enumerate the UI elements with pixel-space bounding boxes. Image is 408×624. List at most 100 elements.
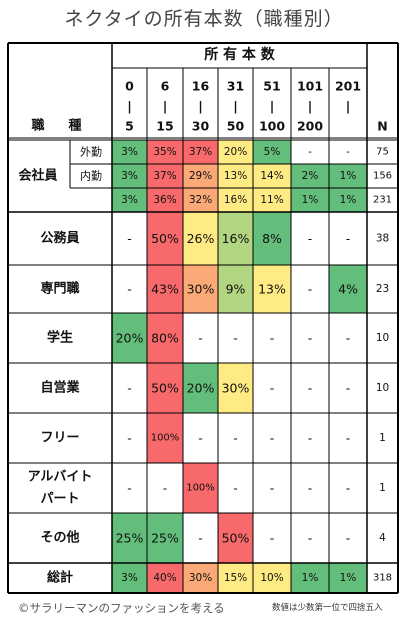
cell-value: 100%: [151, 433, 180, 444]
n-value: 1: [379, 432, 386, 444]
cell-fill: [253, 188, 291, 212]
credit-text: ©サラリーマンのファッションを考える: [18, 601, 225, 615]
bin-sep-label: |: [163, 99, 168, 114]
cell-fill: [218, 212, 253, 265]
cell-fill: [183, 563, 218, 593]
cell-value: 1%: [340, 170, 357, 182]
cell-fill: [253, 212, 291, 265]
cell-value: 11%: [260, 194, 283, 206]
cell-value: 16%: [224, 194, 247, 206]
n-value: 4: [379, 532, 386, 544]
bin-sep-label: |: [127, 99, 132, 114]
cell-value: -: [346, 381, 351, 396]
bin-end-label: 200: [297, 119, 323, 134]
cell-value: -: [308, 231, 313, 246]
group-header: 所 有 本 数: [204, 46, 276, 63]
cell-value: -: [127, 381, 132, 396]
cell-value: 4%: [338, 282, 358, 297]
chart-title: ネクタイの所有本数（職種別）: [64, 8, 344, 30]
cell-fill: [329, 563, 367, 593]
cell-value: -: [308, 282, 313, 297]
cell-value: -: [127, 231, 132, 246]
cell-value: 50%: [151, 231, 179, 246]
cell-value: 1%: [340, 194, 357, 206]
n-value: 10: [376, 332, 389, 344]
cell-value: 30%: [187, 282, 215, 297]
cell-fill: [218, 513, 253, 563]
cell-value: -: [346, 431, 351, 446]
cell-value: 80%: [151, 331, 179, 346]
cell-value: 40%: [153, 572, 176, 584]
row-label: 公務員: [40, 230, 79, 246]
cell-value: 2%: [302, 170, 319, 182]
cell-fill: [147, 188, 183, 212]
cell-value: 25%: [151, 531, 179, 546]
cell-value: 10%: [260, 572, 283, 584]
cell-fill: [147, 313, 183, 363]
cell-value: -: [346, 531, 351, 546]
row-sublabel: 外勤: [80, 146, 102, 159]
cell-fill: [147, 265, 183, 313]
cell-value: -: [308, 481, 313, 496]
cell-value: -: [308, 146, 312, 158]
cell-value: 37%: [153, 170, 176, 182]
cell-value: -: [233, 431, 238, 446]
cell-fill: [253, 164, 291, 188]
bin-sep-label: |: [198, 99, 203, 114]
cell-value: 16%: [222, 231, 250, 246]
cell-fill: [112, 140, 147, 164]
cell-fill: [112, 313, 147, 363]
cell-fill: [147, 563, 183, 593]
cell-value: 13%: [224, 170, 247, 182]
cell-value: 14%: [260, 170, 283, 182]
row-sublabel: 内勤: [80, 169, 102, 183]
cell-value: 3%: [121, 194, 138, 206]
cell-fill: [112, 188, 147, 212]
cell-value: 8%: [262, 231, 282, 246]
cell-fill: [329, 265, 367, 313]
cell-fill: [183, 363, 218, 413]
cell-fill: [253, 265, 291, 313]
bin-end-label: 15: [156, 119, 173, 134]
cell-fill: [218, 140, 253, 164]
cell-fill: [218, 164, 253, 188]
cell-value: 15%: [224, 572, 247, 584]
cell-value: -: [127, 282, 132, 297]
cell-fill: [329, 188, 367, 212]
cell-value: -: [346, 331, 351, 346]
cell-value: -: [346, 481, 351, 496]
cell-value: 37%: [189, 146, 212, 158]
cell-fill: [218, 563, 253, 593]
bin-sep-label: |: [308, 99, 313, 114]
cell-value: 32%: [189, 194, 212, 206]
bin-start-label: 16: [192, 79, 210, 94]
cell-value: -: [270, 331, 275, 346]
cell-fill: [253, 563, 291, 593]
cell-fill: [291, 164, 329, 188]
cell-fill: [218, 265, 253, 313]
bin-sep-label: |: [233, 99, 238, 114]
cell-value: 100%: [186, 483, 215, 494]
cell-value: 9%: [226, 282, 246, 297]
cell-value: -: [198, 431, 203, 446]
cell-fill: [218, 188, 253, 212]
n-value: 10: [376, 382, 389, 394]
n-value: 38: [376, 233, 389, 245]
bin-end-label: 100: [259, 119, 285, 134]
cell-value: -: [270, 481, 275, 496]
cell-value: -: [270, 381, 275, 396]
bin-start-label: 51: [263, 79, 280, 94]
cell-value: -: [346, 231, 351, 246]
cell-value: 20%: [116, 331, 144, 346]
cell-value: -: [127, 481, 132, 496]
cell-fill: [112, 563, 147, 593]
cell-value: 1%: [340, 572, 357, 584]
cell-fill: [147, 212, 183, 265]
cell-value: -: [233, 481, 238, 496]
cell-value: -: [308, 331, 313, 346]
bin-start-label: 0: [125, 79, 134, 94]
n-value: 231: [373, 195, 392, 206]
cell-fill: [218, 363, 253, 413]
cell-value: -: [270, 531, 275, 546]
